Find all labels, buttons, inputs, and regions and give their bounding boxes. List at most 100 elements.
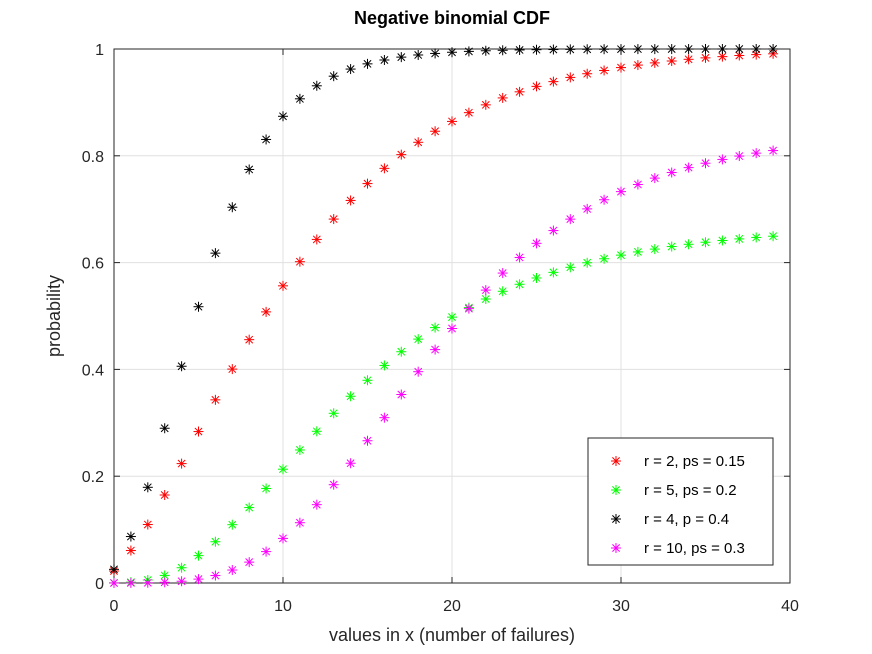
- data-point: [345, 195, 356, 206]
- data-point: [565, 262, 576, 273]
- data-point: [480, 45, 491, 56]
- data-point: [261, 483, 272, 494]
- data-point: [751, 49, 762, 60]
- data-series: [109, 48, 779, 576]
- data-point: [142, 519, 153, 530]
- legend-entry: r = 5, ps = 0.2: [611, 482, 737, 499]
- data-point: [328, 71, 339, 82]
- data-point: [430, 48, 441, 59]
- data-point: [278, 280, 288, 291]
- data-point: [565, 72, 576, 83]
- data-point: [396, 52, 407, 63]
- data-point: [463, 46, 474, 57]
- data-point: [294, 517, 305, 528]
- data-point: [210, 394, 221, 405]
- data-point: [328, 479, 339, 490]
- legend-entry: r = 2, ps = 0.15: [611, 453, 745, 470]
- x-tick-label: 20: [443, 598, 461, 615]
- data-point: [751, 44, 762, 54]
- data-point: [582, 44, 593, 55]
- data-point: [683, 44, 694, 55]
- data-point: [193, 426, 204, 437]
- data-point: [278, 464, 288, 475]
- legend-marker-icon: [611, 485, 621, 495]
- data-point: [666, 167, 677, 178]
- data-point: [193, 550, 204, 561]
- data-point: [244, 502, 255, 513]
- legend-marker-icon: [611, 456, 621, 466]
- data-point: [734, 50, 745, 61]
- data-point: [413, 366, 424, 377]
- data-point: [278, 111, 288, 122]
- data-point: [244, 557, 255, 568]
- data-point: [666, 56, 677, 67]
- data-point: [717, 154, 728, 165]
- data-point: [666, 241, 677, 252]
- data-point: [565, 214, 576, 225]
- legend-box: [587, 437, 774, 566]
- data-point: [159, 423, 170, 434]
- data-point: [362, 58, 373, 69]
- data-point: [261, 546, 272, 557]
- data-point: [751, 232, 762, 243]
- data-point: [311, 234, 322, 245]
- data-point: [768, 145, 779, 156]
- data-point: [142, 577, 153, 588]
- y-tick-label: 0.2: [82, 469, 104, 486]
- data-point: [379, 163, 390, 174]
- data-point: [261, 134, 272, 145]
- data-point: [379, 360, 390, 371]
- data-point: [109, 578, 119, 588]
- y-tick-label: 0.8: [82, 149, 104, 166]
- data-point: [311, 80, 322, 91]
- data-point: [210, 536, 221, 547]
- data-point: [599, 194, 610, 205]
- data-point: [649, 44, 660, 55]
- data-point: [345, 391, 356, 402]
- y-tick-label: 0.4: [82, 362, 104, 379]
- data-point: [413, 334, 424, 345]
- data-point: [125, 531, 136, 542]
- data-point: [531, 272, 542, 283]
- data-point: [430, 322, 441, 333]
- data-point: [497, 268, 508, 279]
- data-point: [548, 225, 559, 236]
- x-tick-label: 30: [612, 598, 630, 615]
- data-point: [548, 267, 559, 278]
- data-point: [616, 186, 626, 197]
- y-axis-label: probability: [44, 275, 64, 357]
- data-point: [514, 279, 525, 290]
- data-point: [497, 92, 508, 103]
- data-point: [582, 68, 593, 79]
- data-point: [227, 364, 238, 375]
- data-point: [362, 178, 373, 189]
- data-point: [632, 44, 643, 55]
- x-tick-label: 40: [781, 598, 799, 615]
- data-point: [159, 489, 170, 500]
- data-point: [396, 389, 407, 400]
- data-point: [430, 344, 441, 355]
- data-point: [244, 164, 255, 175]
- data-point: [683, 54, 694, 65]
- data-point: [700, 44, 711, 55]
- data-point: [599, 253, 610, 264]
- x-tick-label: 0: [110, 598, 119, 615]
- data-point: [616, 250, 626, 261]
- data-point: [531, 238, 542, 249]
- data-point: [142, 482, 153, 493]
- data-point: [447, 323, 457, 334]
- data-point: [362, 435, 373, 446]
- data-point: [514, 86, 525, 97]
- data-point: [480, 294, 491, 305]
- data-point: [413, 137, 424, 148]
- data-point: [768, 231, 779, 242]
- data-point: [463, 303, 474, 314]
- data-point: [210, 248, 221, 259]
- data-point: [345, 64, 356, 75]
- data-point: [227, 202, 238, 213]
- data-point: [582, 203, 593, 214]
- data-point: [565, 44, 576, 55]
- data-point: [345, 458, 356, 469]
- data-point: [362, 375, 373, 386]
